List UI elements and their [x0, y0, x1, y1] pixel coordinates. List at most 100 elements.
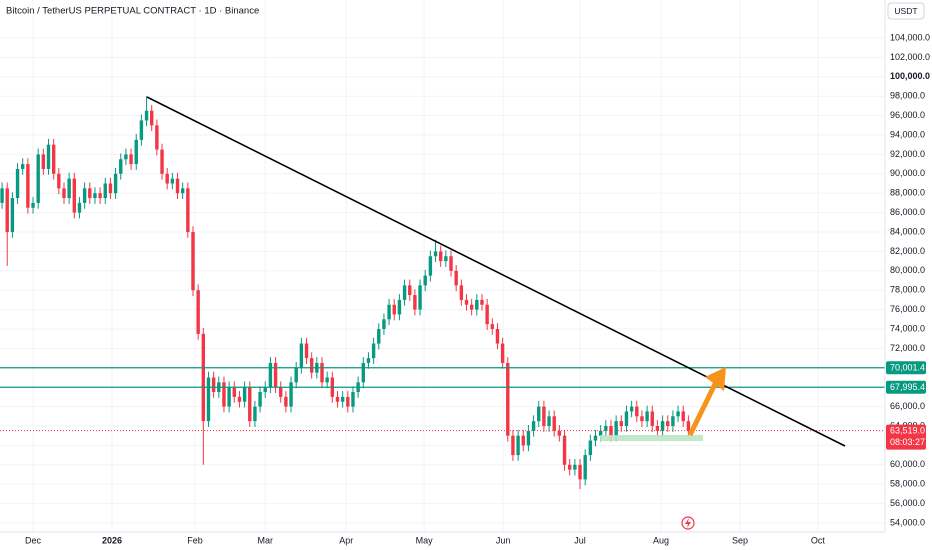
candle-body [666, 421, 670, 426]
candle-body [645, 411, 649, 422]
candle-body [206, 377, 211, 422]
y-tick-label: 104,000.0 [890, 32, 930, 42]
candle-body [516, 435, 520, 456]
candle-body [619, 421, 624, 426]
candle-body [5, 188, 9, 233]
candle-body [387, 304, 391, 320]
level-label: 70,001.4 [890, 363, 925, 373]
currency-button[interactable] [887, 2, 925, 20]
candle-body [593, 435, 598, 441]
alert-circle [681, 516, 695, 530]
y-tick-label: 54,000.0 [890, 517, 925, 527]
x-tick-label: 2026 [102, 535, 122, 545]
candle-body [490, 324, 495, 330]
candle-body [562, 435, 567, 465]
candle-body [624, 411, 629, 426]
candle-body [598, 430, 603, 436]
candle-body [671, 416, 675, 426]
candle-body [57, 173, 61, 189]
last-price-tag [886, 424, 926, 450]
trend-line [146, 96, 846, 447]
candle-body [258, 392, 262, 407]
candle-body [531, 421, 536, 431]
y-tick-label: 76,000.0 [890, 304, 925, 314]
candle-body [433, 251, 438, 257]
y-tick-label: 96,000.0 [890, 110, 925, 120]
x-tick-label: Mar [257, 535, 273, 545]
candle-body [567, 464, 572, 470]
candle-body [248, 387, 252, 422]
candle-body [15, 168, 20, 199]
candle-body [423, 275, 427, 286]
x-tick-label: May [416, 535, 434, 545]
candle-body [454, 270, 458, 286]
candle-body [253, 406, 257, 422]
candle-body [320, 362, 324, 383]
y-tick-label: 94,000.0 [890, 129, 925, 139]
candle-body [547, 416, 551, 426]
x-tick-label: Jul [574, 535, 586, 545]
candle-body [506, 362, 510, 436]
candle-body [144, 110, 149, 121]
candle-body [511, 435, 515, 456]
candle-body [21, 164, 25, 169]
arrow-shaft [687, 380, 719, 437]
candle-body [459, 285, 464, 300]
candle-body [340, 396, 345, 402]
candle-body [542, 406, 546, 426]
candle-body [62, 188, 66, 199]
y-tick-label: 102,000.0 [890, 52, 930, 62]
candle-body [397, 299, 402, 315]
candle-body [438, 251, 443, 262]
grid [0, 0, 885, 532]
candle-body [614, 421, 618, 436]
candle-body [655, 425, 660, 431]
candle-body [227, 387, 231, 407]
countdown-label: 08:03:27 [890, 437, 925, 447]
candle-body [273, 362, 278, 388]
currency-label[interactable]: USDT [894, 6, 917, 16]
support-zone [600, 435, 703, 441]
y-tick-label: 56,000.0 [890, 498, 925, 508]
candle-body [67, 178, 71, 199]
y-tick-label: 100,000.0 [890, 71, 930, 81]
candle-body [371, 343, 376, 359]
candle-body [41, 154, 46, 169]
x-tick-label: Oct [811, 535, 826, 545]
candle-body [165, 173, 169, 184]
candle-body [10, 198, 15, 233]
candle-body [36, 154, 40, 203]
candle-body [413, 295, 417, 310]
candle-body [408, 285, 412, 296]
candle-body [309, 358, 314, 373]
candle-body [382, 319, 386, 330]
chart-title: Bitcoin / TetherUS PERPETUAL CONTRACT · … [6, 6, 259, 17]
arrow-head [705, 367, 726, 391]
candle-body [0, 188, 4, 203]
candle-body [480, 299, 484, 305]
last-price-label: 63,519.0 [890, 426, 925, 436]
y-tick-label: 78,000.0 [890, 285, 925, 295]
candle-body [26, 164, 30, 208]
candle-body [304, 343, 309, 359]
candle-body [77, 202, 82, 213]
candle-body [449, 256, 453, 271]
y-tick-label: 58,000.0 [890, 479, 925, 489]
x-tick-label: Dec [25, 535, 42, 545]
y-tick-label: 88,000.0 [890, 188, 925, 198]
candle-body [134, 139, 138, 165]
candle-body [681, 411, 685, 422]
y-tick-label: 74,000.0 [890, 323, 925, 333]
candle-body [335, 396, 340, 402]
y-tick-label: 80,000.0 [890, 265, 925, 275]
candle-body [640, 416, 644, 422]
candle-body [124, 154, 128, 160]
candle-body [180, 188, 185, 194]
candle-body [51, 144, 56, 174]
y-tick-label: 86,000.0 [890, 207, 925, 217]
x-tick-label: Apr [339, 535, 353, 545]
candle-body [402, 285, 407, 300]
candle-body [46, 144, 51, 169]
